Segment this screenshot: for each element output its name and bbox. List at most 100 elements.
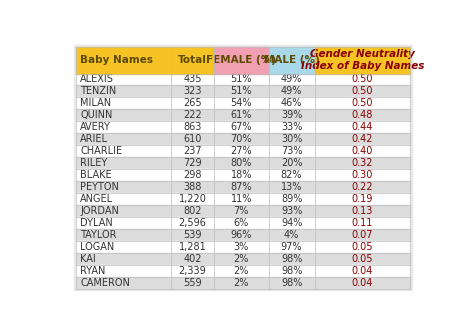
Text: 0.50: 0.50 — [352, 99, 373, 109]
Text: FEMALE (%): FEMALE (%) — [206, 55, 276, 65]
Bar — [76, 110, 171, 121]
Bar — [76, 241, 171, 253]
Text: 0.42: 0.42 — [352, 134, 373, 144]
Bar — [76, 265, 171, 277]
Text: 46%: 46% — [281, 99, 302, 109]
Bar — [171, 157, 214, 169]
Bar — [171, 73, 214, 86]
Text: 0.32: 0.32 — [352, 158, 373, 168]
Text: 802: 802 — [183, 206, 202, 216]
Text: 729: 729 — [183, 158, 202, 168]
Bar — [76, 86, 171, 98]
Text: QUINN: QUINN — [80, 110, 112, 120]
Text: 11%: 11% — [230, 194, 252, 204]
Text: 298: 298 — [183, 170, 202, 180]
Text: BLAKE: BLAKE — [80, 170, 112, 180]
Bar — [214, 86, 269, 98]
Text: 97%: 97% — [281, 242, 302, 252]
Text: 6%: 6% — [234, 218, 249, 228]
Bar — [76, 193, 171, 205]
Text: 435: 435 — [183, 74, 202, 85]
Bar — [269, 205, 315, 217]
Text: 39%: 39% — [281, 110, 302, 120]
Text: 388: 388 — [183, 182, 202, 192]
Bar — [76, 205, 171, 217]
Text: 61%: 61% — [230, 110, 252, 120]
Text: 0.04: 0.04 — [352, 266, 373, 276]
Bar — [214, 253, 269, 265]
Bar — [76, 181, 171, 193]
Text: 0.44: 0.44 — [352, 122, 373, 132]
Text: TAYLOR: TAYLOR — [80, 230, 117, 240]
Bar — [269, 86, 315, 98]
Bar — [76, 133, 171, 145]
Bar — [315, 205, 410, 217]
Text: 0.30: 0.30 — [352, 170, 373, 180]
Bar — [315, 169, 410, 181]
Bar — [269, 229, 315, 241]
Bar — [171, 253, 214, 265]
Bar — [315, 133, 410, 145]
Text: 0.13: 0.13 — [352, 206, 373, 216]
Text: 3%: 3% — [234, 242, 249, 252]
Text: 82%: 82% — [281, 170, 302, 180]
Text: 0.40: 0.40 — [352, 146, 373, 156]
Bar — [214, 73, 269, 86]
Bar — [171, 98, 214, 110]
Bar — [269, 145, 315, 157]
Bar — [269, 133, 315, 145]
Bar — [315, 181, 410, 193]
Bar — [76, 121, 171, 133]
Bar — [214, 265, 269, 277]
Text: ARIEL: ARIEL — [80, 134, 108, 144]
Text: 73%: 73% — [281, 146, 302, 156]
Text: 0.07: 0.07 — [352, 230, 373, 240]
Text: 863: 863 — [183, 122, 202, 132]
Bar — [76, 46, 171, 73]
Text: 70%: 70% — [230, 134, 252, 144]
Text: LOGAN: LOGAN — [80, 242, 114, 252]
Bar — [315, 157, 410, 169]
Bar — [315, 121, 410, 133]
Text: AVERY: AVERY — [80, 122, 111, 132]
Text: 98%: 98% — [281, 278, 302, 288]
Text: 2%: 2% — [234, 278, 249, 288]
Bar — [76, 277, 171, 289]
Bar — [315, 98, 410, 110]
Bar — [269, 169, 315, 181]
Bar — [76, 229, 171, 241]
Bar — [171, 169, 214, 181]
Bar — [269, 253, 315, 265]
Bar — [214, 193, 269, 205]
Text: 54%: 54% — [230, 99, 252, 109]
Text: 0.22: 0.22 — [352, 182, 373, 192]
Text: 539: 539 — [183, 230, 202, 240]
Text: 2%: 2% — [234, 254, 249, 264]
Bar — [315, 86, 410, 98]
Bar — [76, 217, 171, 229]
Text: 89%: 89% — [281, 194, 302, 204]
Bar — [269, 157, 315, 169]
Bar — [269, 277, 315, 289]
Bar — [315, 110, 410, 121]
Text: TENZIN: TENZIN — [80, 87, 117, 97]
Text: 0.05: 0.05 — [352, 254, 373, 264]
Bar — [214, 205, 269, 217]
Text: 2,596: 2,596 — [179, 218, 207, 228]
Text: DYLAN: DYLAN — [80, 218, 113, 228]
Bar — [171, 217, 214, 229]
Bar — [214, 133, 269, 145]
Text: 98%: 98% — [281, 254, 302, 264]
Bar — [315, 73, 410, 86]
Bar — [214, 229, 269, 241]
Bar — [171, 265, 214, 277]
Bar — [214, 121, 269, 133]
Bar — [315, 46, 410, 73]
Text: MILAN: MILAN — [80, 99, 111, 109]
Bar — [171, 205, 214, 217]
Bar — [214, 145, 269, 157]
Text: 18%: 18% — [230, 170, 252, 180]
Text: Total: Total — [178, 55, 207, 65]
Bar — [76, 169, 171, 181]
Bar — [214, 169, 269, 181]
